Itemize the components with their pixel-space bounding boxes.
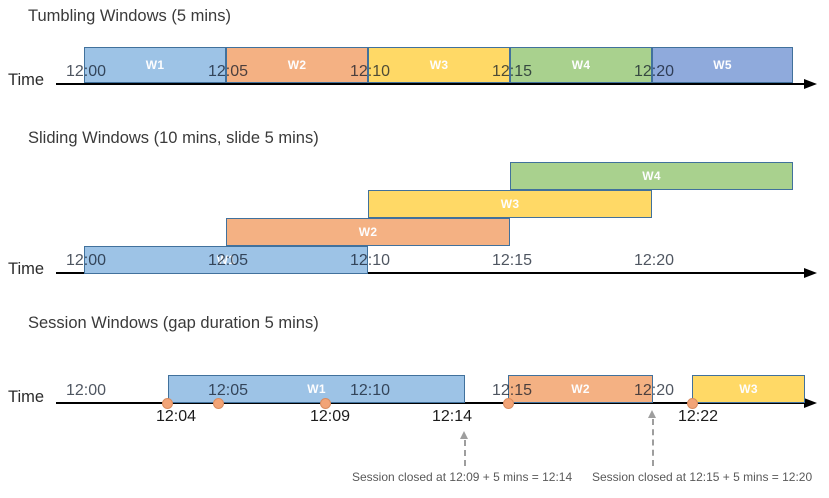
tumbling-time-axis-label: Time xyxy=(8,71,45,89)
event-dot xyxy=(162,398,173,409)
session-event-label-1204: 12:04 xyxy=(155,408,197,425)
tumbling-window-label-w4: W4 xyxy=(571,58,591,72)
tumbling-tick-1210: 12:10 xyxy=(350,63,391,80)
sliding-tick-1220: 12:20 xyxy=(634,252,675,269)
tumbling-window-bar-w1: W1 xyxy=(84,47,226,83)
sliding-section-title: Sliding Windows (10 mins, slide 5 mins) xyxy=(28,129,319,147)
tumbling-axis-arrowhead-icon xyxy=(804,79,817,89)
tumbling-window-bar-w5: W5 xyxy=(652,47,793,83)
session-event-label-1222: 12:22 xyxy=(677,408,719,425)
sliding-tick-1210: 12:10 xyxy=(350,252,391,269)
session-tick-1220: 12:20 xyxy=(634,382,675,399)
sliding-tick-1200: 12:00 xyxy=(66,252,107,269)
sliding-tick-1215: 12:15 xyxy=(492,252,533,269)
sliding-axis-arrowhead-icon xyxy=(804,268,817,278)
sliding-window-label-w3: W3 xyxy=(500,197,520,211)
session-closed-annotation-1: Session closed at 12:09 + 5 mins = 12:14 xyxy=(352,470,573,484)
session-time-axis xyxy=(56,402,805,404)
callout-arrowhead-up-icon xyxy=(460,431,468,439)
event-dot xyxy=(503,398,514,409)
tumbling-window-bar-w2: W2 xyxy=(226,47,368,83)
session-event-label-1214: 12:14 xyxy=(431,408,473,425)
session-tick-1215: 12:15 xyxy=(492,382,533,399)
sliding-window-label-w2: W2 xyxy=(358,225,378,239)
tumbling-window-label-w1: W1 xyxy=(145,58,165,72)
tumbling-window-bar-w4: W4 xyxy=(510,47,652,83)
session-event-label-1209: 12:09 xyxy=(309,408,351,425)
sliding-time-axis-label: Time xyxy=(8,260,45,278)
sliding-window-bar-w3: W3 xyxy=(368,190,652,218)
session-closed-annotation-2: Session closed at 12:15 + 5 mins = 12:20 xyxy=(592,470,813,484)
sliding-window-label-w1: W1 xyxy=(216,253,236,267)
tumbling-tick-1200: 12:00 xyxy=(66,63,107,80)
session-window-bar-w2: W2 xyxy=(508,375,653,403)
event-dot xyxy=(213,398,224,409)
tumbling-tick-1215: 12:15 xyxy=(492,63,533,80)
tumbling-tick-1205: 12:05 xyxy=(208,63,249,80)
tumbling-time-axis xyxy=(56,83,805,85)
sliding-window-bar-w4: W4 xyxy=(510,162,793,190)
session-window-label-w1: W1 xyxy=(307,382,326,396)
tumbling-section-title: Tumbling Windows (5 mins) xyxy=(28,7,231,25)
tumbling-tick-1220: 12:20 xyxy=(634,63,675,80)
tumbling-window-bar-w3: W3 xyxy=(368,47,510,83)
tumbling-window-label-w3: W3 xyxy=(429,58,449,72)
session-tick-1205: 12:05 xyxy=(208,382,249,399)
sliding-window-bar-w1: W1 xyxy=(84,246,368,274)
sliding-window-bar-w2: W2 xyxy=(226,218,510,246)
session-window-label-w3: W3 xyxy=(739,382,758,396)
tumbling-window-label-w5: W5 xyxy=(713,58,732,72)
session-window-label-w2: W2 xyxy=(571,382,590,396)
session-tick-1200: 12:00 xyxy=(66,382,107,399)
callout-arrow-stem xyxy=(464,440,466,466)
callout-arrowhead-up-icon xyxy=(648,410,656,418)
session-axis-arrowhead-icon xyxy=(804,398,817,408)
session-time-axis-label: Time xyxy=(8,388,45,406)
sliding-tick-1205: 12:05 xyxy=(208,252,249,269)
session-tick-1210: 12:10 xyxy=(350,382,391,399)
event-dot xyxy=(320,398,331,409)
callout-arrow-stem xyxy=(652,419,654,466)
session-window-bar-w3: W3 xyxy=(692,375,805,403)
event-dot xyxy=(687,398,698,409)
tumbling-window-label-w2: W2 xyxy=(287,58,307,72)
sliding-time-axis xyxy=(56,272,805,274)
sliding-window-label-w4: W4 xyxy=(642,169,661,183)
session-section-title: Session Windows (gap duration 5 mins) xyxy=(28,314,319,332)
